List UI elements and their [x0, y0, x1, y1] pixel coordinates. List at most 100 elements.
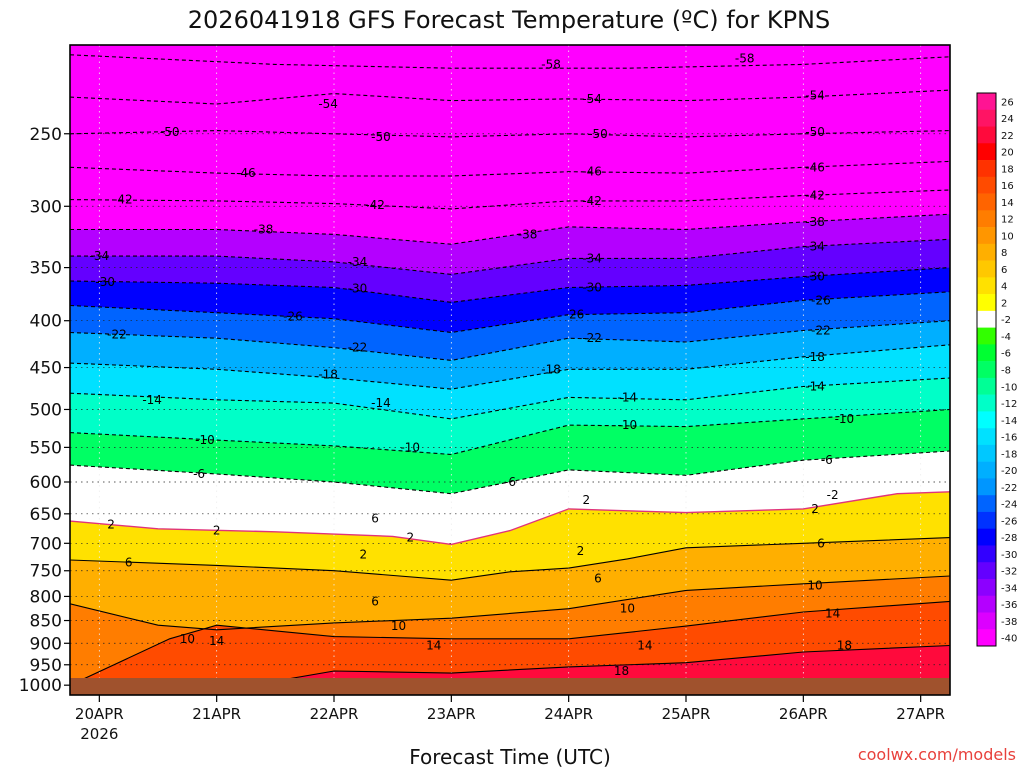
colorbar-cell	[977, 210, 996, 228]
colorbar-cell	[977, 143, 996, 161]
isotherm-label: 10	[807, 578, 822, 592]
colorbar-label: -26	[1001, 516, 1017, 527]
colorbar-cell	[977, 377, 996, 395]
isotherm-label: 2	[213, 524, 221, 538]
isotherm-label: -38	[805, 215, 825, 229]
isotherm-label: -14	[142, 393, 162, 407]
isotherm-line	[70, 600, 950, 686]
isotherm-line	[70, 89, 950, 105]
colorbar-label: -14	[1001, 416, 1017, 427]
colorbar-cell	[977, 109, 996, 127]
isotherm-label: 18	[614, 664, 629, 678]
isotherm-label: -42	[805, 189, 825, 203]
isotherm-label: -6	[821, 453, 833, 467]
colorbar-cell	[977, 562, 996, 580]
isotherm-label: 6	[125, 556, 133, 570]
y-tick-label: 1000	[19, 676, 62, 696]
colorbar-cell	[977, 310, 996, 328]
plot-frame	[69, 44, 951, 696]
colorbar-label: -8	[1001, 366, 1011, 377]
isotherm-label: -30	[348, 282, 368, 296]
colorbar-label: -32	[1001, 567, 1017, 578]
colorbar-cell	[977, 126, 996, 144]
colorbar-label: 26	[1001, 97, 1014, 108]
isotherm-label: 2	[406, 531, 414, 545]
isotherm-label: -22	[582, 331, 602, 345]
colorbar-label: -18	[1001, 449, 1017, 460]
isotherm-label: 6	[371, 512, 379, 526]
colorbar-cell	[977, 344, 996, 362]
isotherm-line	[70, 537, 950, 581]
colorbar-cell	[977, 243, 996, 261]
isotherm-lines	[70, 54, 950, 686]
isotherm-label: -26	[283, 310, 303, 324]
isotherm-label: -30	[805, 270, 825, 284]
isotherm-label: -10	[400, 440, 420, 454]
isotherm-line	[70, 54, 950, 69]
colorbar-cell	[977, 361, 996, 379]
colorbar-label: -36	[1001, 600, 1017, 611]
credit-link[interactable]: coolwx.com/models	[858, 745, 1016, 764]
colorbar-cell	[977, 612, 996, 630]
isotherm-label: -14	[805, 380, 825, 394]
isotherm-label: 2	[360, 548, 368, 562]
colorbar-cell	[977, 93, 996, 111]
isotherm-label: 2	[811, 502, 819, 516]
isotherm-label: 18	[837, 638, 852, 652]
colorbar-cell	[977, 444, 996, 462]
isotherm-label: 10	[391, 619, 406, 633]
colorbar-cell	[977, 176, 996, 194]
y-tick-label: 700	[30, 534, 62, 554]
colorbar-cell	[977, 478, 996, 496]
isotherm-label: -46	[582, 165, 602, 179]
isotherm-label: 14	[209, 634, 224, 648]
colorbar-label: 24	[1001, 114, 1014, 125]
colorbar-cell	[977, 394, 996, 412]
isotherm-line	[251, 644, 950, 686]
x-tick-label: 25APR	[662, 705, 711, 723]
isotherm-line	[70, 344, 950, 390]
isotherm-label: 6	[371, 594, 379, 608]
colorbar-label: -20	[1001, 466, 1017, 477]
x-axis-label: Forecast Time (UTC)	[409, 745, 611, 768]
isotherm-label: 14	[426, 638, 441, 652]
isotherm-line	[70, 267, 950, 303]
colorbar-cell	[977, 511, 996, 529]
y-tick-label: 300	[30, 197, 62, 217]
y-tick-label: 800	[30, 587, 62, 607]
isotherm-label: -34	[805, 240, 825, 254]
colorbar-cell	[977, 260, 996, 278]
colorbar-label: 8	[1001, 248, 1007, 259]
isotherm-label: -58	[735, 52, 755, 66]
isotherm-label: -50	[371, 130, 391, 144]
colorbar-label: -34	[1001, 583, 1017, 594]
isotherm-label: -30	[95, 275, 115, 289]
colorbar-cell	[977, 545, 996, 563]
isotherm-line	[70, 491, 950, 546]
x-tick-label: 21APR	[192, 705, 241, 723]
isotherm-label: 6	[817, 536, 825, 550]
isotherm-label: -18	[541, 362, 561, 376]
isotherm-line	[70, 320, 950, 361]
colorbar-label: 18	[1001, 164, 1014, 175]
isotherm-label: -18	[805, 350, 825, 364]
isotherm-label: -6	[504, 475, 516, 489]
isotherm-label: -10	[618, 418, 638, 432]
colorbar-cell	[977, 428, 996, 446]
isotherm-line	[70, 450, 950, 495]
y-tick-label: 950	[30, 656, 62, 676]
colorbar-cell	[977, 411, 996, 429]
isotherm-label: 2	[582, 493, 590, 507]
y-axis: 2503003504004505005506006507007508008509…	[19, 125, 70, 696]
colorbar-label: 20	[1001, 148, 1014, 159]
isotherm-label: 14	[637, 638, 652, 652]
y-tick-label: 500	[30, 400, 62, 420]
colorbar-label: 2	[1001, 298, 1007, 309]
isotherm-line	[70, 291, 950, 334]
x-axis: 20APR 21APR 22APR 23APR 24APR 25APR 26APR 27APR…	[75, 695, 945, 743]
isotherm-label: -42	[113, 193, 133, 207]
x-tick-label: 20APR	[75, 705, 124, 723]
isotherm-label: -42	[365, 198, 385, 212]
colorbar-label: -28	[1001, 533, 1017, 544]
